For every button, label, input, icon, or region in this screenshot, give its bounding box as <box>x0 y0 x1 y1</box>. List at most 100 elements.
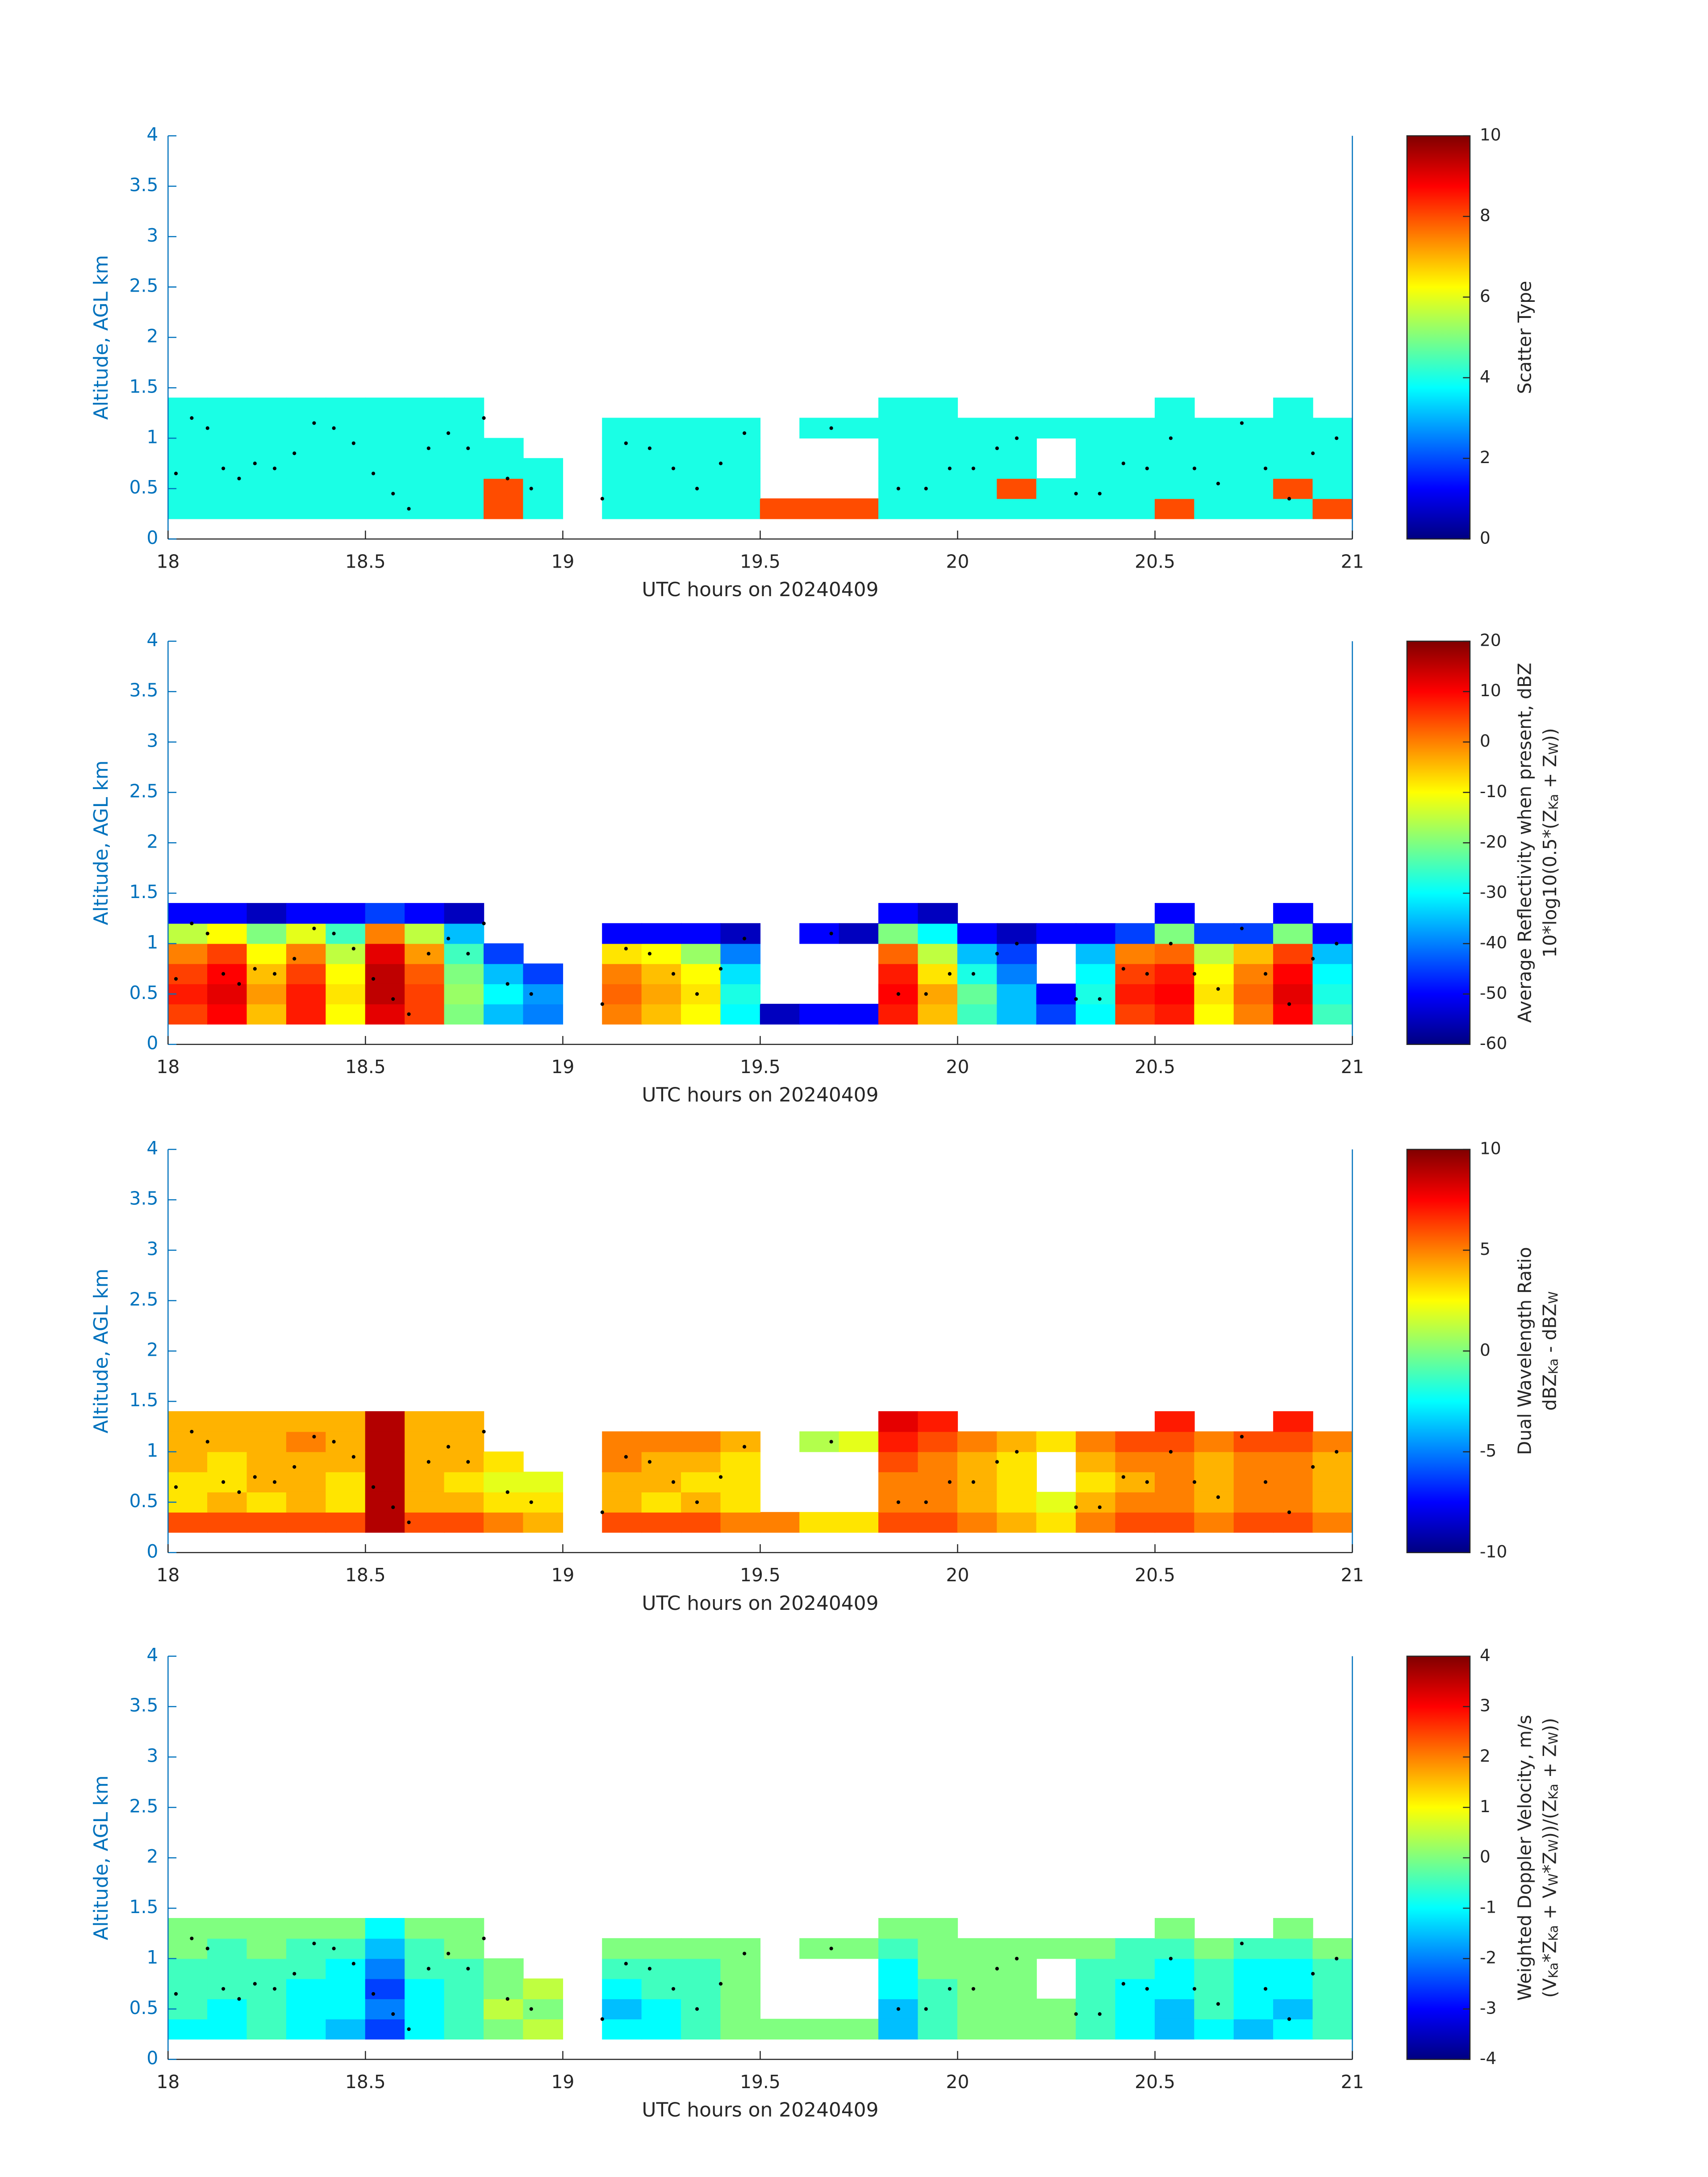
heatmap-cell <box>1115 2018 1156 2040</box>
heatmap-cell <box>1036 1998 1077 2019</box>
heatmap-cell <box>365 963 405 984</box>
heatmap-cell <box>997 1512 1037 1533</box>
point <box>1335 941 1339 946</box>
heatmap-cell <box>720 438 761 459</box>
heatmap-cell <box>1273 1003 1313 1025</box>
point <box>351 441 355 445</box>
point <box>237 1490 241 1494</box>
point <box>351 1962 355 1966</box>
y-tick-label: 0.5 <box>129 1490 159 1512</box>
point <box>190 921 194 925</box>
heatmap-cell <box>444 1958 484 1979</box>
heatmap-cell <box>326 438 366 459</box>
heatmap-cell <box>720 963 761 984</box>
heatmap-cell <box>839 1003 879 1025</box>
heatmap-cell <box>326 943 366 964</box>
colorbar-label-part: + V <box>1539 1886 1561 1925</box>
heatmap-cell <box>365 1958 405 1979</box>
heatmap-cell <box>483 1451 524 1472</box>
heatmap-cell <box>167 397 208 418</box>
heatmap-cell <box>1233 1492 1274 1513</box>
point <box>446 1951 451 1956</box>
heatmap-cell <box>1076 1451 1116 1472</box>
y-tick-label: 2 <box>146 1846 158 1867</box>
point <box>190 416 194 420</box>
heatmap-cell <box>1312 418 1353 439</box>
heatmap-cell <box>1076 1431 1116 1452</box>
colorbar-label-part: W <box>1546 1732 1561 1745</box>
point <box>190 1936 194 1940</box>
heatmap-cell <box>839 1938 879 1959</box>
point <box>1145 1987 1149 1991</box>
heatmap-cell <box>1076 983 1116 1005</box>
heatmap-cell <box>286 963 326 984</box>
heatmap-cell <box>1273 903 1313 924</box>
heatmap-cell <box>641 1958 682 1979</box>
point <box>600 1510 604 1514</box>
heatmap-cell <box>167 1938 208 1959</box>
point <box>371 977 376 981</box>
point <box>426 1460 430 1464</box>
x-tick-label: 20.5 <box>1135 2071 1175 2093</box>
heatmap-cell <box>246 963 287 984</box>
heatmap-cell <box>878 1938 919 1959</box>
colorbar-tick-label: 10 <box>1480 125 1501 145</box>
heatmap-cell <box>523 1978 564 1999</box>
colorbar-label-part: + Z <box>1539 755 1561 794</box>
y-axis-label: Altitude, AGL km <box>90 255 113 420</box>
heatmap-cell <box>878 1958 919 1979</box>
heatmap-cell <box>444 963 484 984</box>
heatmap-cell <box>1273 1471 1313 1492</box>
heatmap-cell <box>365 397 405 418</box>
point <box>466 952 470 956</box>
heatmap-cell <box>918 923 958 944</box>
point <box>1264 1480 1268 1484</box>
heatmap-cell <box>720 1003 761 1025</box>
heatmap-cell <box>1115 943 1156 964</box>
heatmap-cell <box>286 983 326 1005</box>
point <box>221 1987 226 1991</box>
heatmap-cell <box>918 1471 958 1492</box>
x-tick-label: 20 <box>946 1564 969 1586</box>
heatmap-cell <box>167 923 208 944</box>
heatmap-cell <box>720 1998 761 2019</box>
heatmap-cell <box>207 1978 247 1999</box>
heatmap-cell <box>997 923 1037 944</box>
heatmap-cell <box>997 1938 1037 1959</box>
heatmap-cell <box>681 1471 721 1492</box>
heatmap-cell <box>326 1958 366 1979</box>
x-tick-label: 21 <box>1341 1564 1364 1586</box>
heatmap-cell <box>918 397 958 418</box>
y-tick-label: 3 <box>146 1238 158 1260</box>
heatmap-cell <box>167 1978 208 1999</box>
x-tick-label: 19.5 <box>740 1056 781 1078</box>
heatmap-cell <box>681 498 721 519</box>
heatmap-cell <box>997 1958 1037 1979</box>
heatmap-cell <box>365 478 405 499</box>
heatmap-cell <box>365 1938 405 1959</box>
colorbar-label-part: )) <box>1539 1718 1561 1732</box>
heatmap-cell <box>286 498 326 519</box>
heatmap-cell <box>878 923 919 944</box>
point <box>743 1951 747 1956</box>
y-tick-label: 0 <box>146 1541 158 1562</box>
heatmap-cell <box>444 1512 484 1533</box>
heatmap-cell <box>1076 458 1116 479</box>
heatmap-cell <box>839 418 879 439</box>
heatmap-cell <box>246 983 287 1005</box>
heatmap-cell <box>405 1471 445 1492</box>
heatmap-cell <box>720 1958 761 1979</box>
heatmap-cell <box>246 1471 287 1492</box>
point <box>505 1997 509 2001</box>
heatmap-cell <box>405 1003 445 1025</box>
heatmap-cell <box>246 2018 287 2040</box>
y-tick-label: 2 <box>146 326 158 347</box>
heatmap-cell <box>1233 418 1274 439</box>
heatmap-cell <box>918 963 958 984</box>
colorbar-tick-label: -10 <box>1480 781 1507 801</box>
heatmap-cell <box>207 943 247 964</box>
heatmap-cell <box>1076 438 1116 459</box>
colorbar-label-part: Ka <box>1546 1358 1561 1374</box>
heatmap-cell <box>720 498 761 519</box>
heatmap-cell <box>246 1918 287 1939</box>
